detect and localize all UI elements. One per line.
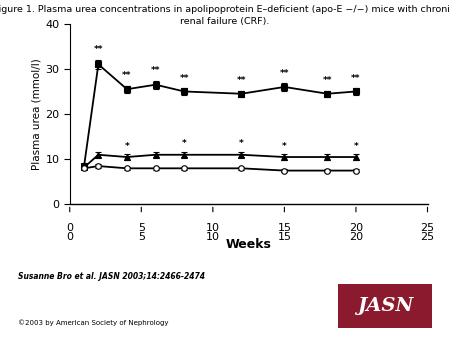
Text: *: * bbox=[125, 142, 129, 151]
Text: 0: 0 bbox=[66, 223, 73, 233]
Text: JASN: JASN bbox=[356, 297, 413, 315]
Text: **: ** bbox=[237, 76, 246, 85]
Text: 20: 20 bbox=[349, 223, 363, 233]
Text: 10: 10 bbox=[206, 223, 220, 233]
Text: Figure 1. Plasma urea concentrations in apolipoprotein E–deficient (apo-E −/−) m: Figure 1. Plasma urea concentrations in … bbox=[0, 5, 450, 26]
Text: 25: 25 bbox=[420, 223, 435, 233]
Text: *: * bbox=[282, 142, 287, 151]
Text: **: ** bbox=[151, 66, 160, 75]
Text: Weeks: Weeks bbox=[226, 238, 272, 251]
Text: 5: 5 bbox=[138, 223, 145, 233]
Text: 15: 15 bbox=[277, 223, 292, 233]
Y-axis label: Plasma urea (mmol/l): Plasma urea (mmol/l) bbox=[31, 58, 41, 170]
Text: *: * bbox=[239, 140, 244, 148]
Text: **: ** bbox=[351, 74, 361, 83]
Text: *: * bbox=[182, 140, 187, 148]
Text: *: * bbox=[354, 142, 358, 151]
Text: **: ** bbox=[94, 45, 103, 54]
Text: **: ** bbox=[122, 71, 132, 80]
Text: Susanne Bro et al. JASN 2003;14:2466-2474: Susanne Bro et al. JASN 2003;14:2466-247… bbox=[18, 272, 205, 281]
Text: **: ** bbox=[279, 69, 289, 78]
Text: ©2003 by American Society of Nephrology: ©2003 by American Society of Nephrology bbox=[18, 319, 168, 326]
Text: **: ** bbox=[180, 74, 189, 83]
Text: **: ** bbox=[323, 76, 332, 85]
